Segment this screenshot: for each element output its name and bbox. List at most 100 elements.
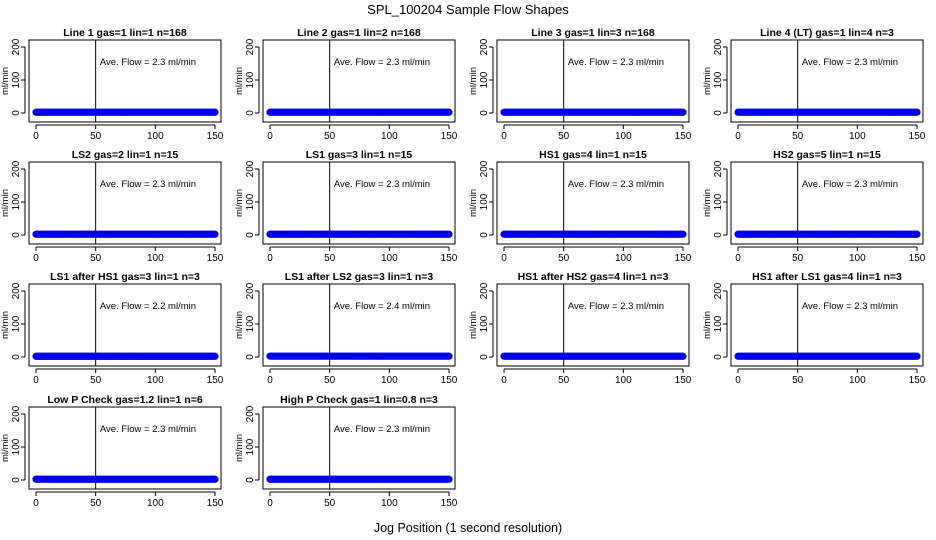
x-tick-label: 100 — [381, 131, 398, 142]
y-tick-label: 200 — [11, 405, 22, 422]
panel-title: HS1 gas=4 lin=1 n=15 — [539, 149, 647, 161]
data-point — [445, 230, 453, 238]
x-tick-label: 0 — [501, 131, 507, 142]
y-tick-label: 200 — [479, 160, 490, 177]
plot-frame — [496, 161, 690, 245]
x-tick-label: 50 — [792, 131, 804, 142]
y-axis-title: ml/min — [468, 67, 479, 95]
y-axis-title: ml/min — [468, 311, 479, 339]
ave-flow-annotation: Ave. Flow = 2.3 ml/min — [802, 301, 898, 312]
x-tick-label: 50 — [90, 375, 102, 386]
x-tick-label: 100 — [381, 375, 398, 386]
x-tick-label: 100 — [147, 498, 164, 509]
panel-title: HS1 after HS2 gas=4 lin=1 n=3 — [518, 271, 669, 283]
y-axis-title: ml/min — [234, 311, 245, 339]
data-point — [679, 230, 687, 238]
y-tick-label: 200 — [11, 282, 22, 299]
panel-title: Line 3 gas=1 lin=3 n=168 — [531, 27, 655, 39]
ave-flow-annotation: Ave. Flow = 2.3 ml/min — [334, 57, 430, 68]
panel: Line 4 (LT) gas=1 lin=4 n=3 0 50 100 150 0 100… — [702, 27, 926, 142]
y-axis-title: ml/min — [702, 67, 713, 95]
x-tick-label: 150 — [441, 253, 458, 264]
panel: Line 3 gas=1 lin=3 n=168 0 50 100 150 0 100 200… — [468, 27, 692, 142]
y-tick-label: 200 — [11, 160, 22, 177]
x-tick-label: 50 — [90, 131, 102, 142]
panel: HS2 gas=5 lin=1 n=15 0 50 100 150 0 100 200 ml/m… — [702, 149, 926, 264]
y-axis-title: ml/min — [468, 189, 479, 217]
panel: Low P Check gas=1.2 lin=1 n=6 0 50 100 150 0 1… — [0, 394, 224, 509]
x-tick-label: 0 — [33, 498, 39, 509]
data-point — [913, 230, 921, 238]
y-tick-label: 0 — [11, 110, 22, 116]
panel-title: LS1 after HS1 gas=3 lin=1 n=3 — [50, 271, 200, 283]
y-axis-title: ml/min — [0, 189, 11, 217]
panel: HS1 gas=4 lin=1 n=15 0 50 100 150 0 100 200 ml/m… — [468, 149, 692, 264]
x-tick-label: 100 — [615, 131, 632, 142]
x-tick-label: 0 — [267, 131, 273, 142]
ave-flow-annotation: Ave. Flow = 2.3 ml/min — [802, 179, 898, 190]
y-tick-label: 0 — [479, 110, 490, 116]
y-tick-label: 0 — [245, 354, 256, 360]
x-tick-label: 50 — [90, 498, 102, 509]
x-tick-label: 0 — [501, 253, 507, 264]
x-tick-label: 0 — [33, 253, 39, 264]
panel: LS1 after LS2 gas=3 lin=1 n=3 0 50 100 150 0 1… — [234, 271, 458, 386]
x-tick-label: 50 — [324, 498, 336, 509]
panel-title: Low P Check gas=1.2 lin=1 n=6 — [47, 394, 202, 406]
y-tick-label: 100 — [245, 71, 256, 88]
x-tick-label: 100 — [849, 253, 866, 264]
ave-flow-annotation: Ave. Flow = 2.3 ml/min — [100, 424, 196, 435]
y-axis-title: ml/min — [702, 189, 713, 217]
panel-title: HS2 gas=5 lin=1 n=15 — [773, 149, 881, 161]
y-tick-label: 200 — [245, 282, 256, 299]
y-axis-title: ml/min — [0, 311, 11, 339]
x-tick-label: 100 — [849, 375, 866, 386]
y-axis-title: ml/min — [234, 67, 245, 95]
y-tick-label: 0 — [479, 232, 490, 238]
panel-title: LS1 after LS2 gas=3 lin=1 n=3 — [285, 271, 434, 283]
y-tick-label: 200 — [245, 405, 256, 422]
ave-flow-annotation: Ave. Flow = 2.3 ml/min — [568, 301, 664, 312]
y-tick-label: 0 — [713, 354, 724, 360]
ave-flow-annotation: Ave. Flow = 2.3 ml/min — [568, 57, 664, 68]
y-tick-label: 100 — [713, 71, 724, 88]
panel-title: HS1 after LS1 gas=4 lin=1 n=3 — [752, 271, 902, 283]
y-tick-label: 100 — [713, 193, 724, 210]
ave-flow-annotation: Ave. Flow = 2.2 ml/min — [100, 301, 196, 312]
x-tick-label: 100 — [381, 498, 398, 509]
x-tick-label: 150 — [675, 131, 692, 142]
y-tick-label: 200 — [713, 160, 724, 177]
plot-frame — [496, 283, 690, 367]
panel: LS1 after HS1 gas=3 lin=1 n=3 0 50 100 150 0 1… — [0, 271, 224, 386]
plot-frame — [730, 161, 924, 245]
x-tick-label: 150 — [909, 253, 926, 264]
x-tick-label: 50 — [90, 253, 102, 264]
panel-title: Line 1 gas=1 lin=1 n=168 — [63, 27, 187, 39]
x-tick-label: 0 — [267, 253, 273, 264]
y-tick-label: 100 — [11, 71, 22, 88]
data-point — [211, 475, 219, 483]
y-tick-label: 200 — [245, 38, 256, 55]
plot-frame — [28, 283, 222, 367]
x-tick-label: 0 — [33, 375, 39, 386]
x-tick-label: 50 — [558, 253, 570, 264]
x-tick-label: 0 — [735, 131, 741, 142]
figure-title: SPL_100204 Sample Flow Shapes — [367, 2, 569, 17]
x-tick-label: 100 — [147, 253, 164, 264]
y-tick-label: 100 — [479, 193, 490, 210]
panel: HS1 after LS1 gas=4 lin=1 n=3 0 50 100 150 0 1… — [702, 271, 926, 386]
ave-flow-annotation: Ave. Flow = 2.3 ml/min — [334, 424, 430, 435]
data-point — [679, 352, 687, 360]
ave-flow-annotation: Ave. Flow = 2.4 ml/min — [334, 301, 430, 312]
plot-frame — [28, 161, 222, 245]
y-axis-title: ml/min — [234, 189, 245, 217]
x-axis-label: Jog Position (1 second resolution) — [374, 521, 562, 535]
x-tick-label: 100 — [147, 375, 164, 386]
y-tick-label: 100 — [245, 438, 256, 455]
data-point — [445, 352, 453, 360]
x-tick-label: 150 — [441, 498, 458, 509]
y-tick-label: 100 — [245, 193, 256, 210]
data-point — [445, 475, 453, 483]
x-tick-label: 100 — [147, 131, 164, 142]
x-tick-label: 150 — [207, 131, 224, 142]
